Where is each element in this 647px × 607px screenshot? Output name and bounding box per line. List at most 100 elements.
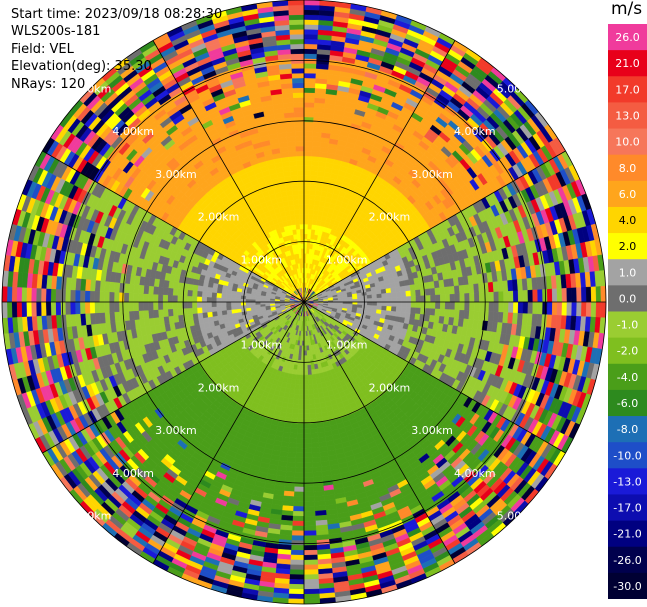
ppi-gate xyxy=(303,569,319,576)
ppi-gate xyxy=(303,598,321,605)
ppi-gate xyxy=(463,310,470,320)
ppi-gate xyxy=(303,472,314,478)
ppi-gate xyxy=(425,295,431,303)
ppi-gate xyxy=(410,295,417,303)
ppi-gate xyxy=(294,467,305,473)
ppi-gate xyxy=(303,243,308,249)
ppi-gate xyxy=(458,284,465,295)
ppi-gate xyxy=(297,423,305,429)
ppi-gate xyxy=(290,554,305,561)
ppi-gate xyxy=(297,408,305,415)
ppi-gate xyxy=(303,170,312,176)
ppi-gate xyxy=(303,63,317,69)
ppi-gate xyxy=(391,296,397,303)
ppi-gate xyxy=(307,364,312,371)
ppi-gate xyxy=(296,428,305,434)
ppi-gate xyxy=(522,301,529,314)
ppi-gate xyxy=(294,388,300,395)
ppi-gate xyxy=(405,296,412,303)
ppi-gate xyxy=(303,384,309,390)
ppi-gate xyxy=(303,549,318,556)
ppi-gate xyxy=(287,451,297,458)
ppi-gate xyxy=(303,530,317,537)
ppi-gate xyxy=(298,399,305,405)
ppi-gate xyxy=(299,369,305,376)
ppi-gate xyxy=(303,369,309,376)
ppi-gate xyxy=(303,437,312,444)
ppi-gate xyxy=(303,428,312,434)
ppi-gate xyxy=(313,200,321,207)
ppi-gate xyxy=(296,442,305,449)
ppi-gate xyxy=(303,9,320,16)
ppi-gate xyxy=(314,190,322,197)
ppi-gate xyxy=(362,298,368,303)
ppi-gate xyxy=(308,388,314,395)
ppi-gate xyxy=(498,291,504,303)
ppi-gate xyxy=(290,427,298,434)
ppi-gate xyxy=(289,564,305,571)
ppi-gate xyxy=(503,301,509,313)
ppi-gate xyxy=(303,106,315,113)
ppi-gate xyxy=(303,574,319,580)
ppi-gate xyxy=(303,476,314,483)
ppi-gate xyxy=(306,355,311,361)
ppi-gate xyxy=(311,150,321,157)
ppi-gate xyxy=(415,307,421,315)
ppi-gate xyxy=(532,289,539,303)
ppi-gate xyxy=(546,301,553,316)
ppi-gate xyxy=(405,301,412,308)
ppi-gate xyxy=(380,288,387,295)
ppi-gate xyxy=(566,301,573,317)
ppi-gate xyxy=(508,290,514,303)
ppi-gate xyxy=(386,292,392,298)
ppi-gate xyxy=(300,355,305,361)
ppi-gate xyxy=(454,301,461,311)
ppi-gate xyxy=(303,214,309,220)
ppi-gate xyxy=(303,515,316,522)
ppi-gate xyxy=(439,301,446,310)
ppi-gate xyxy=(293,501,305,507)
ppi-gate xyxy=(311,451,321,458)
ppi-gate xyxy=(444,286,451,295)
ppi-gate xyxy=(303,121,314,128)
ppi-gate xyxy=(371,297,378,303)
ppi-gate xyxy=(313,397,321,404)
ppi-gate xyxy=(303,447,313,454)
ppi-gate xyxy=(396,296,402,303)
ppi-gate xyxy=(385,288,392,294)
ppi-gate xyxy=(290,549,305,556)
ppi-gate xyxy=(303,204,310,210)
ppi-gate xyxy=(581,286,587,303)
ppi-gate xyxy=(311,141,322,148)
ppi-gate xyxy=(312,461,322,468)
ppi-gate xyxy=(395,306,402,313)
ppi-gate xyxy=(311,146,321,153)
ppi-gate xyxy=(310,432,319,439)
ppi-gate xyxy=(303,554,318,561)
ppi-gate xyxy=(386,297,392,303)
ppi-gate xyxy=(303,0,321,6)
ppi-gate xyxy=(297,413,305,420)
ppi-gate xyxy=(430,301,436,310)
ppi-gate xyxy=(303,43,318,50)
ppi-gate xyxy=(401,301,407,308)
ppi-gate xyxy=(287,447,297,454)
ppi-gate xyxy=(312,388,319,395)
ppi-gate xyxy=(395,286,402,293)
ppi-gate xyxy=(352,298,358,303)
ppi-gate xyxy=(581,301,587,318)
ppi-gate xyxy=(312,471,323,478)
ppi-gate xyxy=(309,403,316,410)
ppi-gate xyxy=(453,285,460,295)
ppi-gate xyxy=(590,286,597,303)
ppi-gate xyxy=(469,292,475,303)
ppi-gate xyxy=(303,155,312,162)
ppi-gate xyxy=(449,309,456,319)
ppi-gate xyxy=(352,296,358,300)
ppi-gate xyxy=(464,301,470,311)
ppi-gate xyxy=(415,295,422,303)
ppi-gate xyxy=(493,291,500,303)
ppi-gate xyxy=(566,287,573,303)
ppi-gate xyxy=(512,301,519,314)
ppi-gate xyxy=(303,423,311,429)
